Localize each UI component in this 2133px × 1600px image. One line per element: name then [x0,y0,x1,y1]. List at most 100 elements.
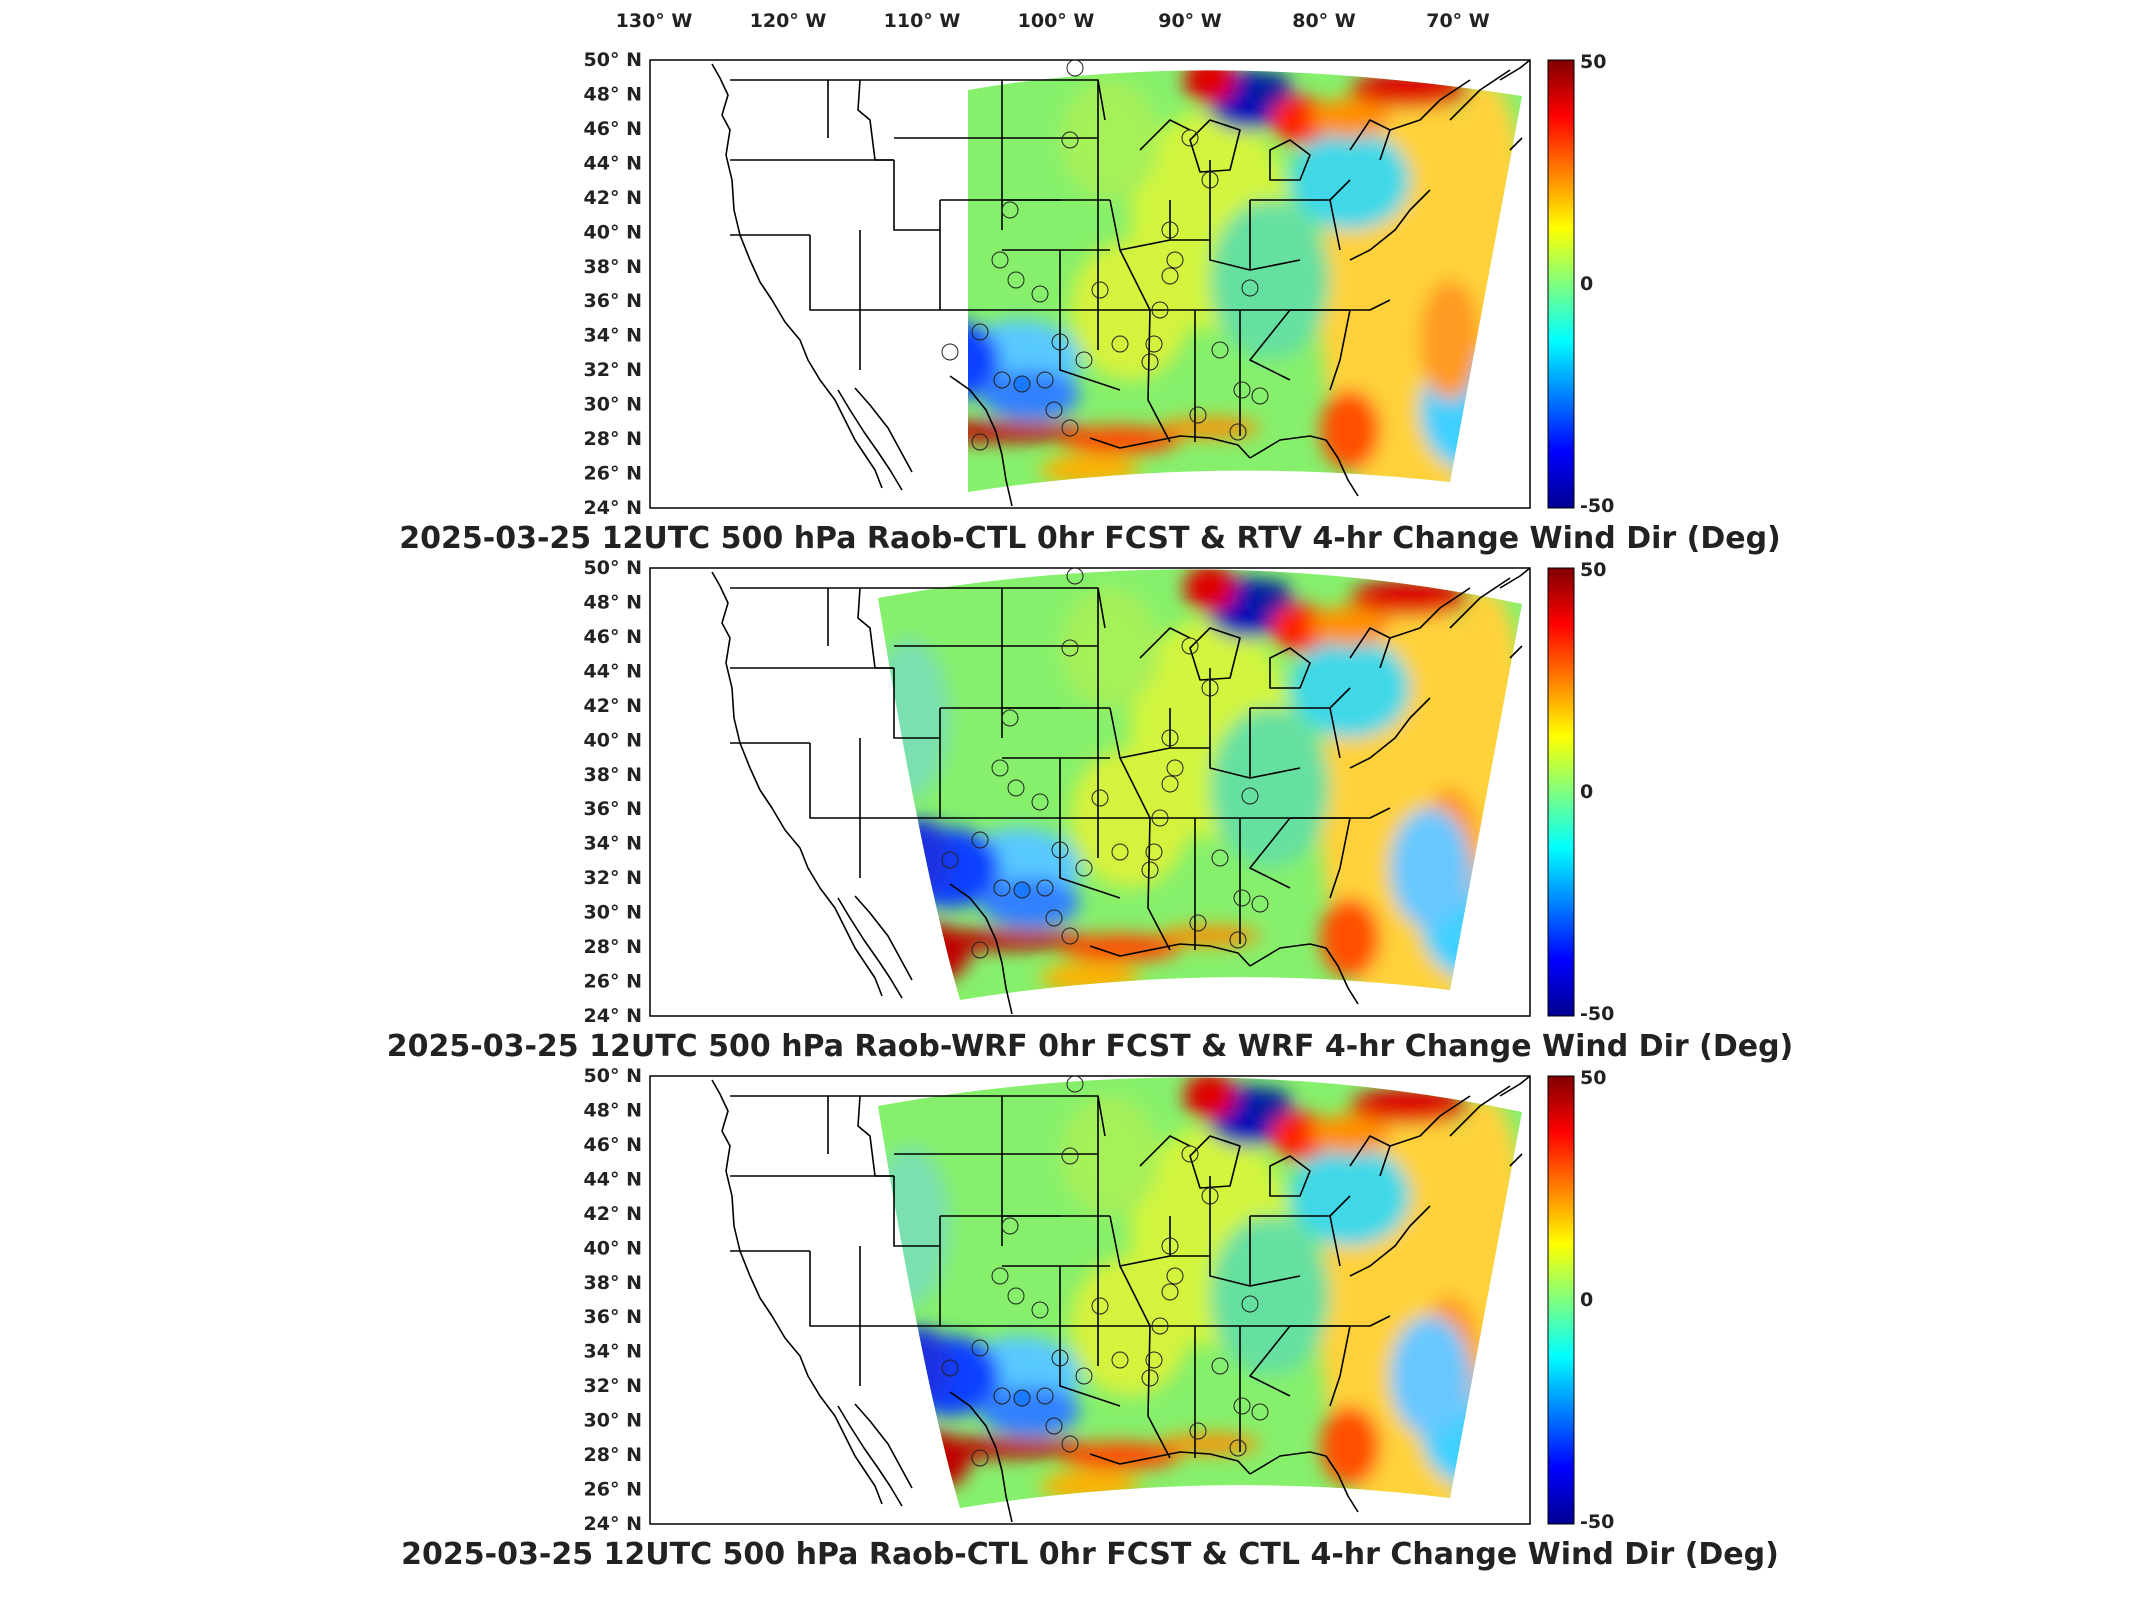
field-blob [968,320,1000,400]
lat-label: 28° N [584,428,642,450]
lat-label: 42° N [584,695,642,717]
colorbar-min-label: -50 [1580,1003,1614,1025]
lat-label: 36° N [584,290,642,312]
raob-station-marker [1189,406,1207,424]
raob-station-marker [1181,1145,1199,1163]
raob-station-marker [991,251,1009,269]
raob-station-marker [1161,729,1179,747]
raob-station-marker [1251,387,1269,405]
raob-station-marker [1061,1147,1079,1165]
raob-station-marker [1036,1387,1054,1405]
lat-label: 32° N [584,867,642,889]
state-boundary [1329,199,1341,251]
colorbar: 50 0 -50 [1547,51,1614,517]
lat-label: 26° N [584,463,642,485]
raob-station-marker [1031,793,1049,811]
raob-station-marker [1141,1369,1159,1387]
lat-label: 32° N [584,359,642,381]
lat-label: 26° N [584,1479,642,1501]
panel-title: 2025-03-25 12UTC 500 hPa Raob-CTL 0hr FC… [399,521,1781,556]
state-boundary [1059,250,1121,391]
raob-station-marker [1091,789,1109,807]
field-blob [1248,72,1292,108]
state-boundary [1139,627,1191,659]
lat-label: 46° N [584,118,642,140]
field-blob [1270,1112,1330,1160]
state-boundary [1249,817,1291,889]
raob-station-marker [1211,341,1229,359]
field-blob [1160,418,1260,438]
raob-station-marker [1145,843,1163,861]
raob-station-marker [1013,1389,1031,1407]
state-boundary [1147,1325,1171,1459]
field-blob [1248,580,1292,616]
lat-label: 36° N [584,798,642,820]
state-boundary [1269,647,1311,689]
raob-station-marker [1091,281,1109,299]
lon-label: 90° W [1158,10,1222,32]
map-outlines [711,1075,1531,1523]
lat-label: 50° N [584,1065,642,1087]
raob-station-marker [971,1449,989,1467]
raob-station-marker [1201,171,1219,189]
raob-station-marker [1066,567,1084,585]
raob-station-marker [1233,889,1251,907]
colorbar-max-label: 50 [1580,1067,1606,1089]
raob-station-marker [1229,423,1247,441]
raob-station-marker [991,1267,1009,1285]
raob-station-marker [1161,267,1179,285]
panel-title: 2025-03-25 12UTC 500 hPa Raob-WRF 0hr FC… [387,1029,1794,1064]
field-blob [1060,426,1180,454]
mexico-coastline [949,1391,1013,1523]
lon-label: 80° W [1292,10,1356,32]
lat-label: 42° N [584,1203,642,1225]
raob-station-marker [1161,1283,1179,1301]
field-blob [980,370,1080,420]
lat-label: 44° N [584,152,642,174]
colorbar-gradient [1547,59,1575,509]
raob-station-marker [1211,849,1229,867]
raob-station-marker [1007,1287,1025,1305]
raob-station-marker [993,879,1011,897]
northeast-coastline [1449,567,1531,659]
map-panel: 50° N 48° N 46° N 44° N 42° N 40° N 38° N 36° N… [401,1065,1779,1572]
raob-station-marker [1151,1317,1169,1335]
state-boundary [1249,1325,1291,1397]
raob-station-marker [1075,1367,1093,1385]
lat-label: 30° N [584,394,642,416]
lat-label: 42° N [584,187,642,209]
field-blob [1270,604,1330,652]
lat-label: 40° N [584,221,642,243]
raob-station-marker [971,1339,989,1357]
raob-station-marker [1066,59,1084,77]
lon-label: 100° W [1018,10,1095,32]
state-boundary [1329,1325,1351,1407]
field-blob [1060,1442,1180,1470]
lat-label: 34° N [584,833,642,855]
map-outlines [711,567,1531,1015]
lat-label: 26° N [584,971,642,993]
state-boundary [1147,817,1171,951]
longitude-labels: 130° W 120° W 110° W 100° W 90° W 80° W … [616,10,1490,32]
lat-label: 46° N [584,626,642,648]
raob-station-marker [1061,639,1079,657]
raob-station-marker [1061,131,1079,149]
northeast-coastline [1449,1075,1531,1167]
field-blob [1060,80,1160,200]
state-boundary [893,1176,940,1247]
raob-station-marker [971,323,989,341]
field-blob [1390,808,1470,928]
wind-direction-field [878,569,1522,1001]
colorbar-mid-label: 0 [1580,781,1593,803]
raob-station-marker [1151,301,1169,319]
map-panel: 50° N 48° N 46° N 44° N 42° N 40° N 38° N 36° N… [387,557,1794,1064]
raob-station-marker [1251,895,1269,913]
raob-station-marker [1229,931,1247,949]
raob-station-marker [1051,333,1069,351]
field-blob [1350,1088,1470,1124]
state-boundary [1139,119,1191,151]
latitude-labels: 50° N 48° N 46° N 44° N 42° N 40° N 38° N 36° N… [584,49,642,519]
lat-label: 30° N [584,902,642,924]
raob-station-marker [1241,279,1259,297]
